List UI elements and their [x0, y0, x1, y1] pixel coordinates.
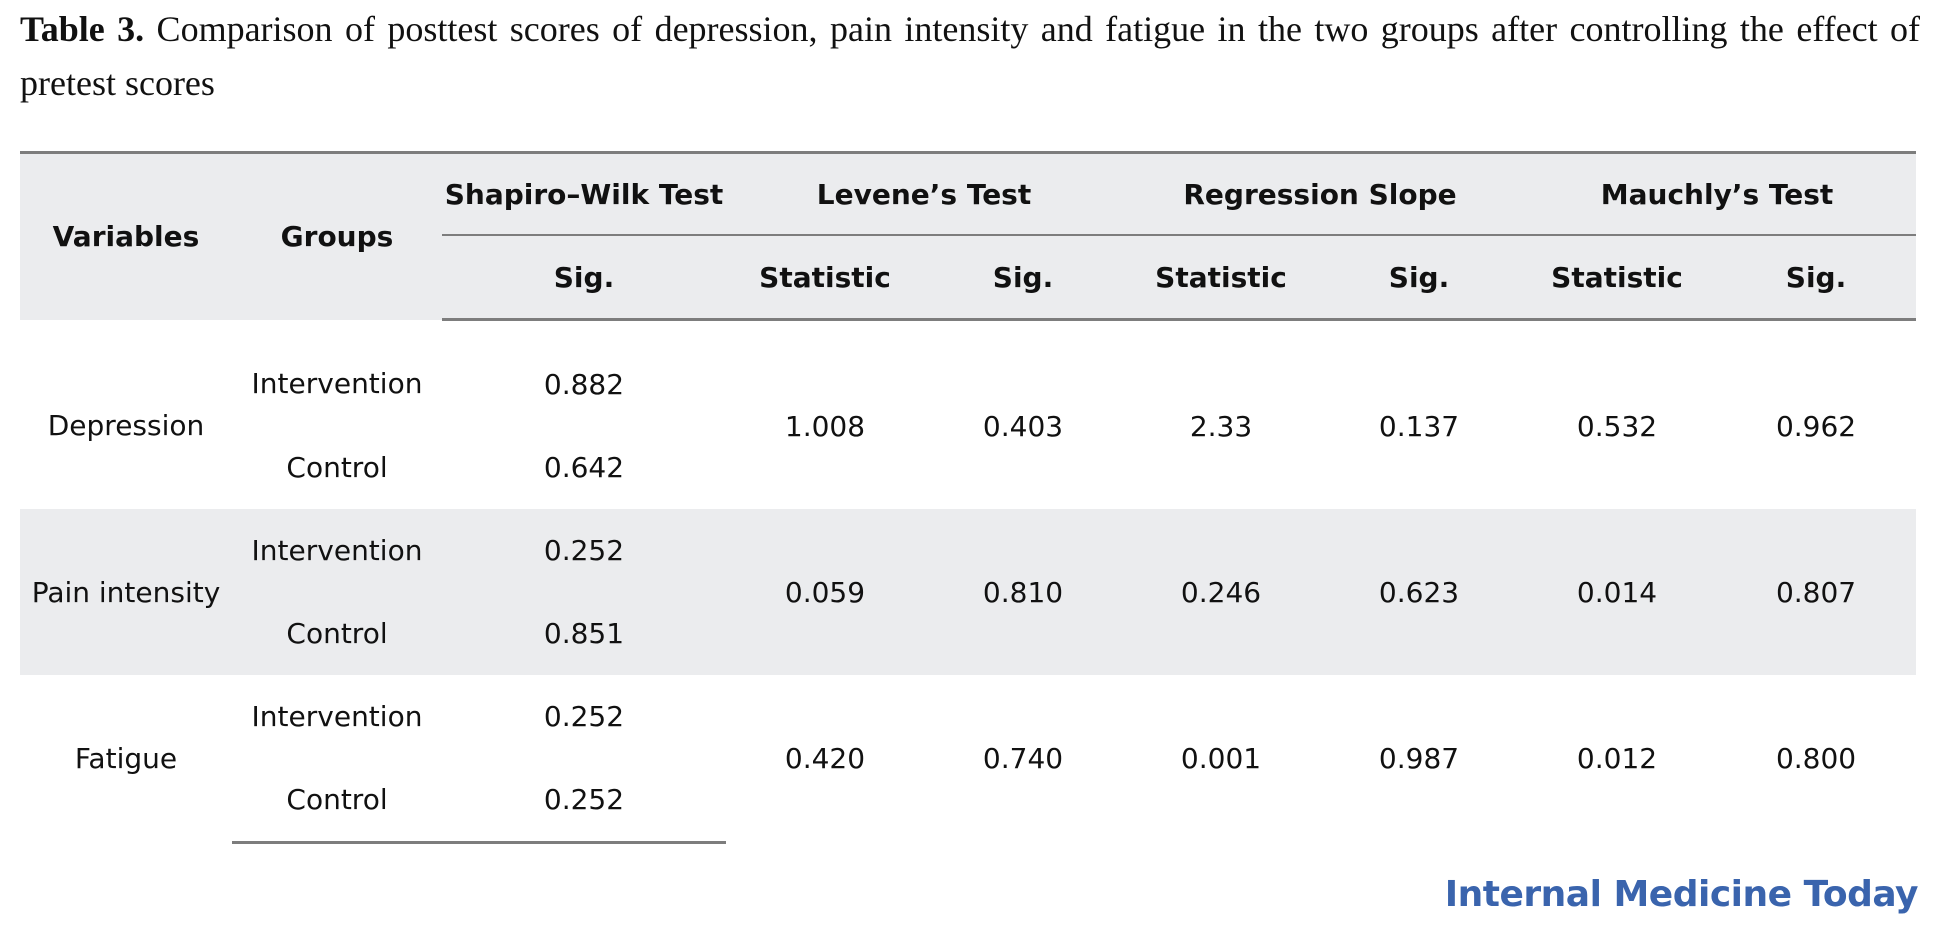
shapiro-sig-cell: 0.851 — [442, 592, 726, 675]
mauchly-sig-cell: 0.962 — [1775, 409, 1857, 443]
subheader-shapiro-sig: Sig. — [442, 235, 726, 321]
variable-depression: Depression — [47, 408, 205, 442]
mauchly-statistic-cell: 0.532 — [1576, 409, 1658, 443]
header-regression-slope: Regression Slope — [1122, 152, 1519, 236]
levene-statistic-cell: 0.420 — [784, 742, 866, 776]
subheader-mauchly-statistic: Statistic — [1518, 235, 1717, 321]
table-caption-text: Comparison of posttest scores of depress… — [20, 9, 1920, 103]
header-shapiro-wilk: Shapiro–Wilk Test — [442, 152, 726, 236]
header-groups: Groups — [232, 152, 442, 320]
group-intervention: Intervention — [251, 367, 423, 401]
group-control: Control — [286, 451, 388, 484]
subheader-levene-statistic: Statistic — [726, 235, 924, 321]
group-intervention: Intervention — [251, 700, 423, 733]
regression-sig-cell: 0.137 — [1378, 409, 1460, 443]
subheader-levene-sig: Sig. — [924, 235, 1123, 321]
shapiro-sig-cell: 0.252 — [442, 758, 726, 844]
header-levene: Levene’s Test — [726, 152, 1123, 236]
shapiro-sig-cell: 0.882 — [543, 368, 625, 401]
levene-statistic-cell: 1.008 — [784, 409, 866, 443]
journal-logo: Internal Medicine Today — [1444, 874, 1919, 915]
header-variables: Variables — [20, 152, 232, 320]
levene-sig-cell: 0.740 — [982, 742, 1064, 776]
subheader-regression-statistic: Statistic — [1122, 235, 1321, 321]
shapiro-sig-cell: 0.252 — [442, 509, 726, 592]
table-row: Control 0.642 — [20, 426, 1916, 509]
regression-sig-cell: 0.623 — [1320, 509, 1519, 675]
table-label: Table 3. — [20, 9, 145, 49]
mauchly-statistic-cell: 0.014 — [1518, 509, 1717, 675]
shapiro-sig-cell: 0.642 — [543, 451, 625, 484]
mauchly-statistic-cell: 0.012 — [1576, 742, 1658, 776]
table-row: Control 0.851 — [20, 592, 1916, 675]
levene-sig-cell: 0.403 — [982, 409, 1064, 443]
regression-statistic-cell: 0.001 — [1180, 742, 1262, 776]
mauchly-sig-cell: 0.807 — [1716, 509, 1917, 675]
table-header: Variables Groups Shapiro–Wilk Test Leven… — [20, 152, 1917, 321]
subheader-mauchly-sig: Sig. — [1716, 235, 1917, 321]
results-table: Variables Groups Shapiro–Wilk Test Leven… — [20, 151, 1917, 844]
table-row: Pain intensity Intervention 0.252 0.059 … — [20, 509, 1917, 675]
group-control: Control — [232, 758, 442, 844]
levene-sig-cell: 0.810 — [924, 509, 1123, 675]
subheader-regression-sig: Sig. — [1320, 235, 1519, 321]
shapiro-sig-cell: 0.252 — [543, 700, 625, 733]
results-table-container: Variables Groups Shapiro–Wilk Test Leven… — [20, 151, 1917, 844]
mauchly-sig-cell: 0.800 — [1775, 742, 1857, 776]
regression-statistic-cell: 0.246 — [1122, 509, 1321, 675]
table-caption: Table 3. Comparison of posttest scores o… — [20, 2, 1920, 110]
table-row: Depression Intervention 0.882 1.008 0.40… — [20, 320, 1916, 442]
variable-fatigue: Fatigue — [74, 742, 178, 776]
table-body: Depression Intervention 0.882 1.008 0.40… — [20, 320, 1917, 844]
levene-statistic-cell: 0.059 — [726, 509, 924, 675]
table-row: Control 0.252 — [20, 758, 1916, 844]
group-intervention: Intervention — [232, 509, 442, 592]
header-mauchly: Mauchly’s Test — [1518, 152, 1917, 236]
regression-statistic-cell: 2.33 — [1189, 409, 1253, 443]
regression-sig-cell: 0.987 — [1378, 742, 1460, 776]
group-control: Control — [232, 592, 442, 675]
variable-pain-intensity: Pain intensity — [20, 509, 232, 675]
table-row: Fatigue Intervention 0.252 0.420 0.740 0… — [20, 675, 1916, 775]
